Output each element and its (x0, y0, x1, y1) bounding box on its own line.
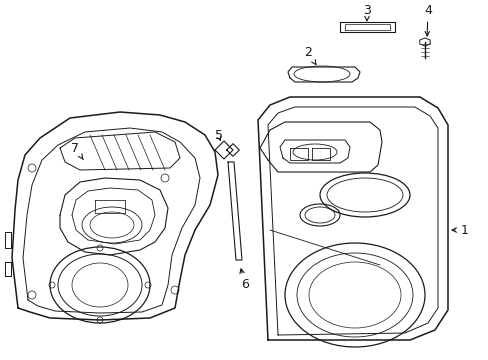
Text: 3: 3 (362, 4, 370, 21)
Text: 6: 6 (240, 269, 248, 292)
Text: 2: 2 (304, 45, 315, 64)
Text: 1: 1 (451, 224, 468, 237)
Text: 7: 7 (71, 141, 83, 159)
Text: 4: 4 (423, 4, 431, 36)
Text: 5: 5 (215, 129, 223, 141)
